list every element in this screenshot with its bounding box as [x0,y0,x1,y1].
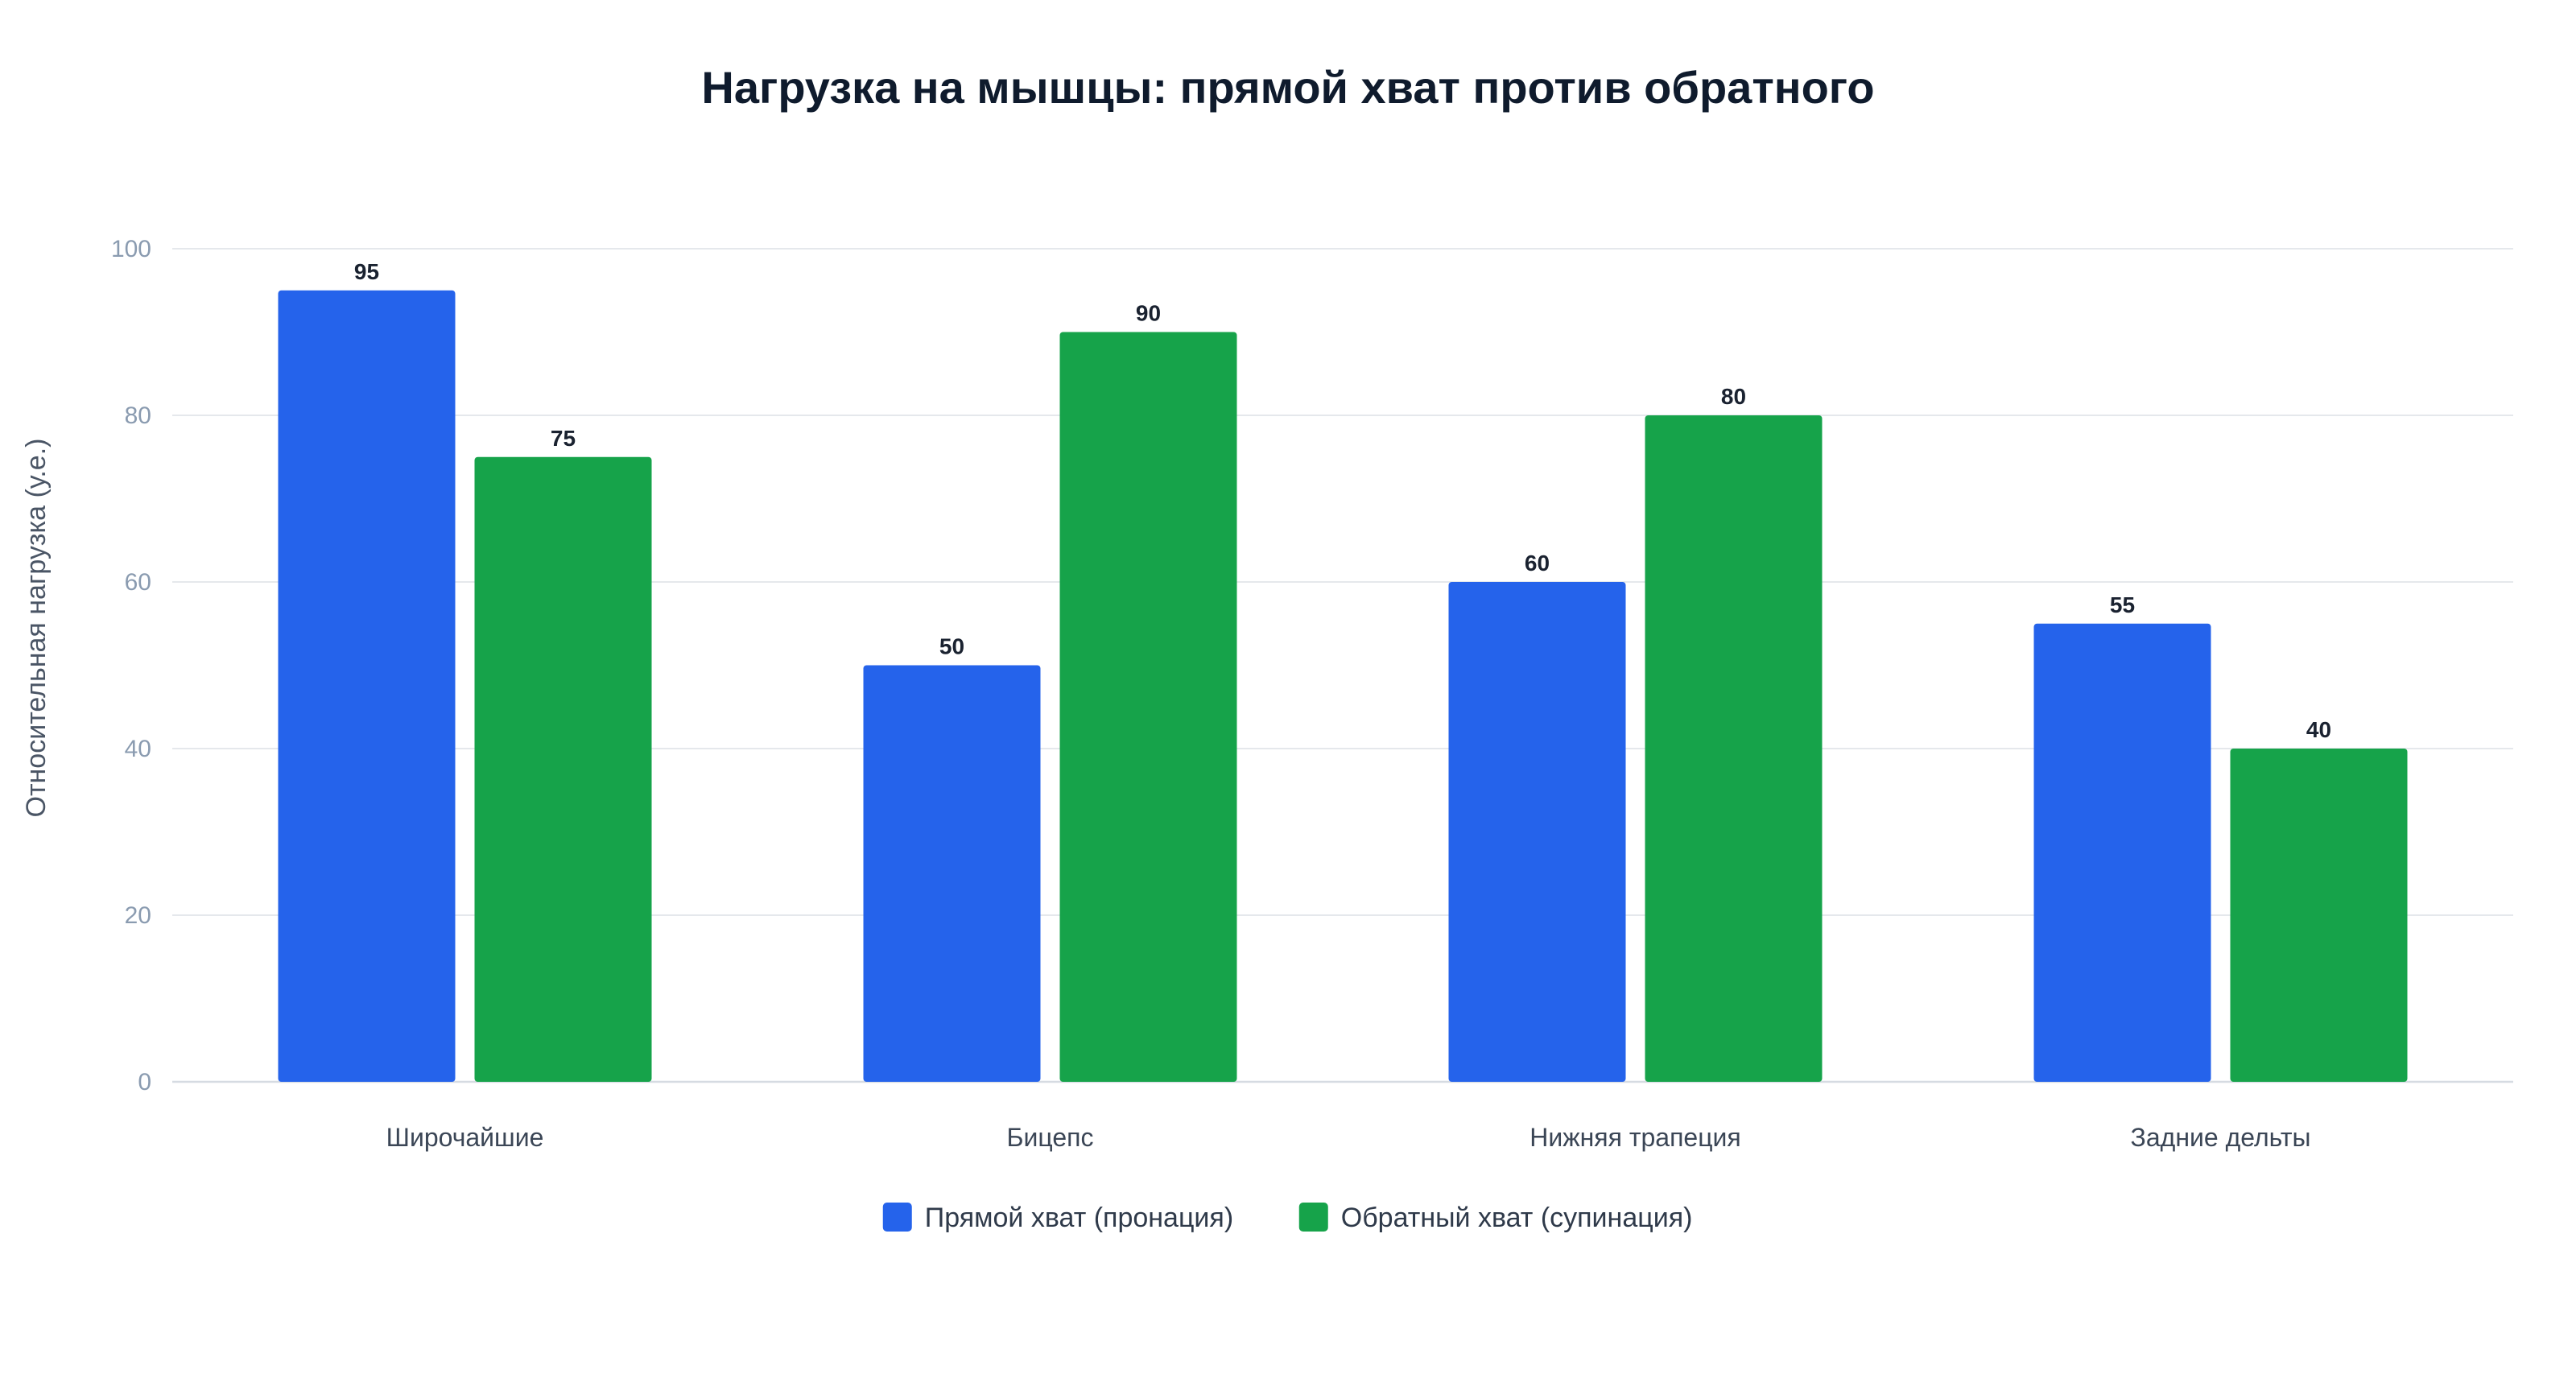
y-tick-label: 0 [138,1069,151,1095]
bar [2230,749,2408,1082]
x-tick-label: Бицепс [1007,1123,1094,1152]
legend-label: Обратный хват (супинация) [1341,1203,1693,1233]
bars [278,290,2408,1082]
data-label: 50 [939,634,964,659]
y-tick-label: 20 [125,902,151,929]
y-tick-label: 60 [125,569,151,596]
legend-label: Прямой хват (пронация) [925,1203,1233,1233]
y-axis-ticks: 0 20 40 60 80 100 [111,236,151,1095]
data-label: 95 [354,259,379,284]
data-label: 75 [551,426,576,451]
x-tick-label: Задние дельты [2131,1123,2311,1152]
data-label: 80 [1721,384,1746,409]
x-tick-label: Нижняя трапеция [1530,1123,1741,1152]
legend-swatch [882,1203,912,1232]
bar [2033,623,2211,1082]
x-axis-ticks: Широчайшие Бицепс Нижняя трапеция Задние де… [386,1123,2311,1152]
bar [1448,582,1626,1082]
data-label: 55 [2110,592,2135,617]
y-tick-label: 100 [111,236,151,262]
bar [278,290,456,1082]
data-label: 90 [1136,301,1161,326]
data-label: 60 [1525,551,1550,576]
data-label: 40 [2306,717,2331,742]
bar [1645,415,1823,1082]
bar [1059,332,1237,1082]
chart-title: Нагрузка на мышцы: прямой хват против об… [701,62,1874,113]
legend: Прямой хват (пронация) Обратный хват (суп… [882,1203,1693,1233]
y-tick-label: 80 [125,402,151,429]
legend-swatch [1298,1203,1328,1232]
y-axis-label: Относительная нагрузка (у.е.) [21,439,52,818]
bar [863,665,1041,1082]
x-tick-label: Широчайшие [386,1123,544,1152]
y-tick-label: 40 [125,736,151,762]
bar [474,456,652,1082]
data-labels: 95 75 50 90 60 80 55 40 [354,259,2331,742]
